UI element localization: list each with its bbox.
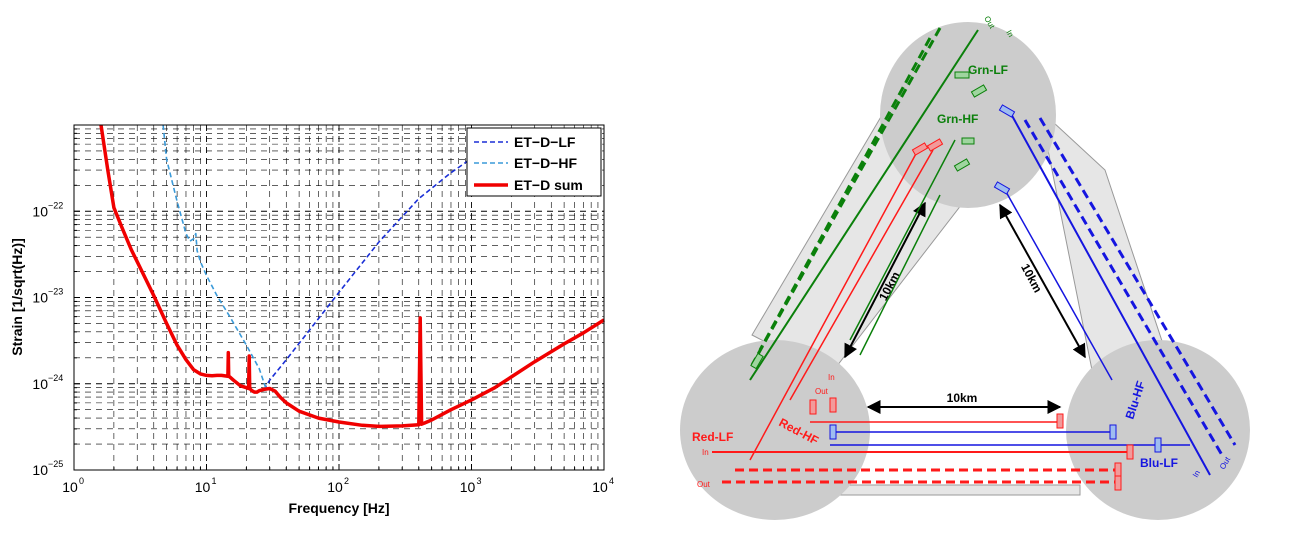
green-lf-beamsplitter	[954, 71, 970, 79]
legend-label-et-d-lf: ET−D−LF	[514, 134, 576, 150]
red-port-out-hf: Out	[815, 387, 829, 396]
x-tick-label: 10	[195, 479, 211, 495]
green-interferometer	[749, 27, 988, 381]
x-tick-label-exponent: 4	[609, 476, 614, 486]
x-tick-label-exponent: 0	[79, 476, 84, 486]
blue-lf-output-beam	[1038, 117, 1237, 446]
green-hf-beamsplitter	[961, 137, 975, 145]
y-tick-label-exponent: −24	[48, 373, 63, 383]
x-tick-label: 10	[327, 479, 343, 495]
distance-arrow-left	[844, 201, 926, 359]
red-hf-top-mirror	[926, 138, 944, 152]
y-tick-label: 10	[32, 376, 48, 392]
series-line-et-d-lf	[263, 157, 472, 391]
detector-diagram: 10km 10km 10km Grn-LF Grn-HF	[680, 15, 1250, 520]
red-port-in-lf: In	[702, 448, 709, 457]
blue-hf-beamsplitter	[1109, 424, 1117, 440]
green-hf-return	[859, 194, 941, 356]
x-tick-label: 10	[62, 479, 78, 495]
green-port-in-lf: In	[1004, 29, 1015, 39]
red-hf-beamsplitter	[829, 397, 837, 413]
x-tick-label-exponent: 2	[344, 476, 349, 486]
label-blu-lf: Blu-LF	[1140, 456, 1178, 470]
red-lf-end-mirror-3	[1114, 475, 1122, 491]
label-grn-lf: Grn-LF	[968, 63, 1008, 77]
blue-lf-beamsplitter	[1154, 437, 1162, 453]
x-axis-label: Frequency [Hz]	[288, 500, 389, 516]
blue-port-in-lf: In	[1191, 469, 1202, 479]
station-top	[880, 22, 1056, 208]
y-axis-label: Strain [1/sqrt(Hz)]	[9, 238, 25, 355]
series-line-et-d-sum	[99, 124, 605, 429]
y-tick-label-exponent: −22	[48, 200, 63, 210]
y-tick-label: 10	[32, 290, 48, 306]
x-tick-label-exponent: 3	[477, 476, 482, 486]
x-tick-label: 10	[460, 479, 476, 495]
green-hf-input-mirror	[953, 158, 971, 172]
green-lf-input-mirror	[970, 84, 988, 98]
green-hf-arm	[849, 139, 956, 341]
legend-label-et-d-sum: ET−D sum	[514, 177, 583, 193]
label-red-lf: Red-LF	[692, 430, 733, 444]
distance-arrow-right	[999, 203, 1086, 359]
y-tick-label-exponent: −25	[48, 459, 63, 469]
red-interferometer	[712, 138, 1134, 491]
blue-lf-arm	[1009, 111, 1211, 476]
label-grn-hf: Grn-HF	[937, 112, 978, 126]
distance-label-bottom: 10km	[947, 391, 978, 405]
red-lf-top-mirror	[911, 142, 929, 156]
blue-lf-end-mirror	[998, 104, 1016, 118]
red-hf-input-mirror	[809, 399, 817, 415]
y-tick-label: 10	[32, 462, 48, 478]
red-lf-end-mirror-2	[1114, 462, 1122, 478]
blue-hf-end-mirror	[829, 424, 837, 440]
red-hf-end-mirror	[1056, 413, 1064, 429]
blue-lf-input-beam	[1023, 119, 1224, 456]
legend-label-et-d-hf: ET−D−HF	[514, 155, 577, 171]
green-lf-input-beam	[750, 27, 942, 366]
green-lf-end-mirror	[750, 352, 764, 370]
green-lf-output-beam	[758, 37, 932, 351]
station-left	[680, 340, 870, 520]
tube-bottom-arm	[819, 484, 1081, 496]
y-tick-label: 10	[32, 203, 48, 219]
series-line-et-d-hf	[162, 124, 267, 388]
red-lf-end-mirror	[1126, 444, 1134, 460]
blue-hf-arm	[1004, 189, 1113, 381]
green-lf-arm	[749, 29, 979, 381]
x-tick-label-exponent: 1	[212, 476, 217, 486]
chart-series	[99, 124, 605, 429]
red-lf-arm	[749, 149, 919, 461]
y-tick-label-exponent: −23	[48, 287, 63, 297]
chart-legend: ET−D−LF ET−D−HF ET−D sum	[466, 127, 602, 197]
red-port-out-lf: Out	[697, 480, 711, 489]
blue-hf-end-mirror-top	[993, 181, 1011, 195]
x-tick-label: 10	[592, 479, 608, 495]
station-right	[1066, 340, 1250, 520]
red-port-in-hf: In	[828, 373, 835, 382]
red-hf-arm	[789, 149, 934, 401]
